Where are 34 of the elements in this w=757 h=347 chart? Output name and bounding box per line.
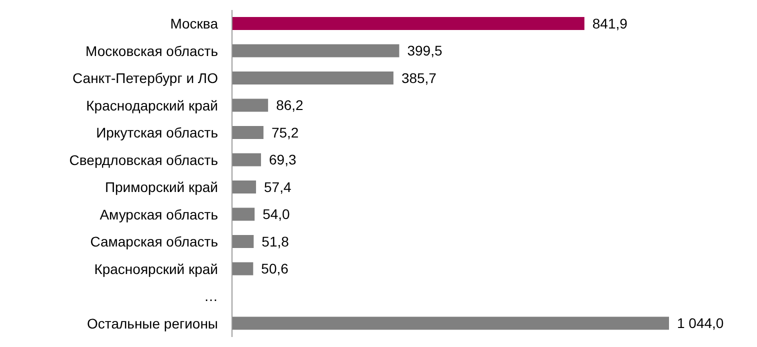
data-label: 86,2 xyxy=(276,97,304,114)
data-label: 51,8 xyxy=(262,233,290,250)
data-label: 50,6 xyxy=(261,260,289,277)
y-tick-label: Свердловская область xyxy=(69,152,218,168)
y-tick-label: Санкт-Петербург и ЛО xyxy=(72,70,218,86)
y-tick-label: Амурская область xyxy=(100,206,218,222)
bar xyxy=(232,153,262,166)
data-label: 385,7 xyxy=(401,70,437,86)
y-tick-label: Красноярский край xyxy=(94,260,218,277)
data-label: 57,4 xyxy=(264,178,292,195)
bar xyxy=(232,98,268,112)
y-tick-label: Москва xyxy=(170,16,218,32)
y-tick-label: … xyxy=(204,288,218,304)
bar xyxy=(232,17,584,30)
bar xyxy=(232,72,394,84)
bar xyxy=(232,316,669,330)
data-label: 69,3 xyxy=(269,152,296,168)
y-tick-label: Остальные регионы xyxy=(87,315,218,332)
y-tick-label: Московская область xyxy=(86,42,218,59)
y-tick-label: Краснодарский край xyxy=(86,97,218,114)
bar xyxy=(232,262,254,276)
bar xyxy=(232,44,400,58)
y-tick-label: Самарская область xyxy=(90,234,218,250)
data-label: 75,2 xyxy=(271,124,299,140)
data-label: 1 044,0 xyxy=(677,315,724,332)
data-label: 54,0 xyxy=(262,206,290,222)
data-label: 841,9 xyxy=(592,15,628,32)
y-tick-label: Иркутская область xyxy=(96,124,218,141)
data-label: 399,5 xyxy=(407,42,442,59)
y-tick-label: Приморский край xyxy=(104,179,218,196)
bar xyxy=(232,208,255,221)
bar xyxy=(232,235,254,248)
bar xyxy=(232,126,264,139)
bar xyxy=(232,180,256,194)
